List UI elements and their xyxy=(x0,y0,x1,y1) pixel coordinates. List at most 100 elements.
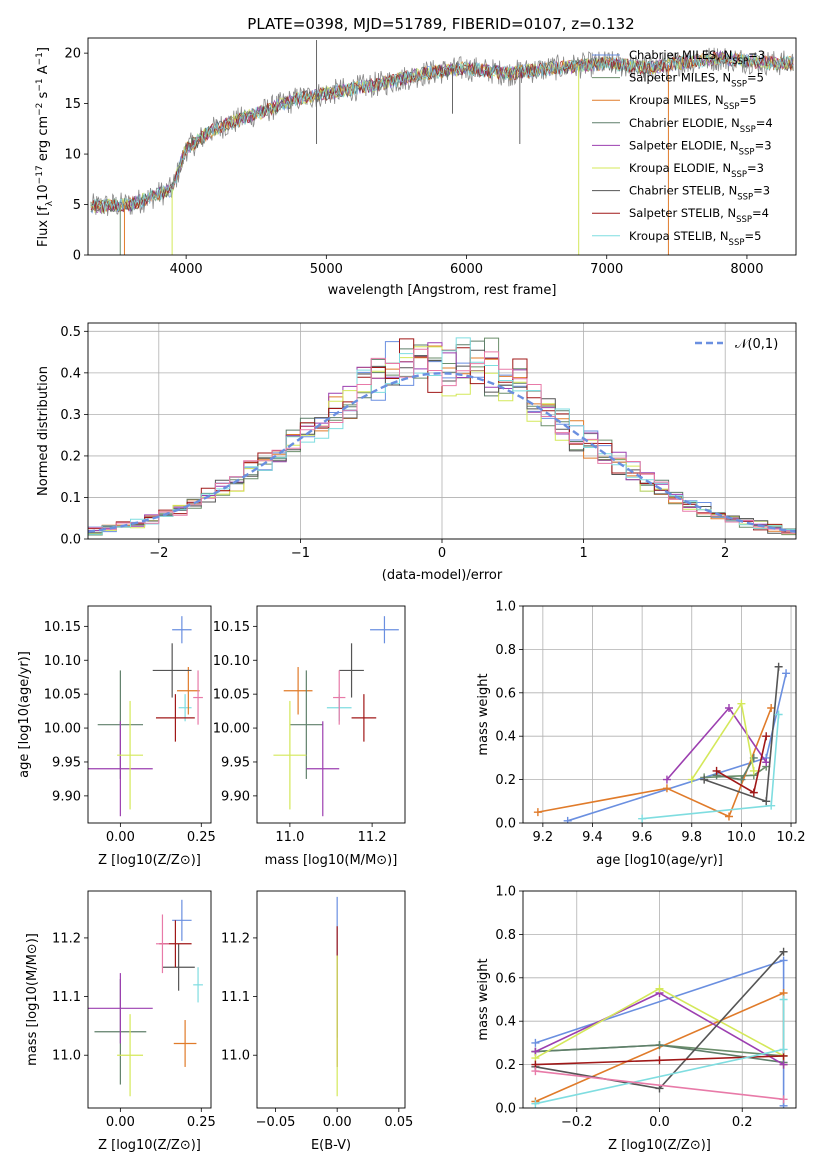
x-axis-label: age [log10(age/yr)] xyxy=(596,853,723,868)
x-tick-label: 0.2 xyxy=(732,1115,753,1130)
x-tick-label: 2 xyxy=(721,546,729,561)
y-tick-label: 15 xyxy=(64,97,81,112)
mass-weight-vs-age-axes: 9.2 9.4 9.6 9.8 10.0 10.2 0.0 0.2 0.4 0.6 0.8 1.0 xyxy=(495,600,805,846)
age-vs-mass-axes: 11.0 11.2 9.90 9.95 10.00 10.05 10.10 10.15 xyxy=(213,620,387,845)
y-tick-label: 0.8 xyxy=(495,928,516,943)
weight-point xyxy=(737,699,746,708)
age-vs-Z-axes: 0.00 0.25 9.90 9.95 10.00 10.05 10.10 10.15 xyxy=(44,620,216,845)
model-spectrum xyxy=(90,52,794,213)
y-tick-label: 0.0 xyxy=(495,817,516,832)
x-axis-label: Z [log10(Z/Z⊙)] xyxy=(98,853,201,868)
x-axis-label: (data-model)/error xyxy=(382,568,503,583)
y-axis-label: mass [log10(M/M⊙)] xyxy=(25,933,40,1066)
y-tick-label: 11.0 xyxy=(52,1049,81,1064)
y-tick-label: 11.2 xyxy=(221,931,250,946)
weight-point xyxy=(531,1099,540,1108)
x-tick-label: 0.25 xyxy=(187,1115,216,1130)
weight-point xyxy=(655,1056,664,1065)
y-tick-label: 10.15 xyxy=(213,620,250,635)
y-tick-label: 9.95 xyxy=(52,755,81,770)
y-tick-label: 0.2 xyxy=(495,773,516,788)
weight-point xyxy=(662,775,671,784)
y-tick-label: 1.0 xyxy=(495,885,516,900)
y-tick-label: 0.4 xyxy=(60,366,81,381)
y-tick-label: 0.8 xyxy=(495,643,516,658)
x-tick-label: 10.2 xyxy=(777,830,806,845)
weight-point xyxy=(531,1067,540,1076)
residuals-frame xyxy=(87,322,797,540)
weight-point xyxy=(655,1041,664,1050)
weight-point xyxy=(662,784,671,793)
weight-point xyxy=(749,766,758,775)
y-tick-label: 10.10 xyxy=(44,654,81,669)
model-spectrum xyxy=(90,51,794,213)
hist-lines xyxy=(88,337,796,536)
weight-point xyxy=(712,766,721,775)
y-tick-label: 0.5 xyxy=(60,325,81,340)
x-tick-label: 9.4 xyxy=(582,830,603,845)
legend-entry: Chabrier STELIB, NSSP=3 xyxy=(629,184,770,203)
legend-entry: Salpeter STELIB, NSSP=4 xyxy=(629,206,769,225)
weight-series xyxy=(567,673,787,822)
y-axis-label: Normed distribution xyxy=(36,366,51,496)
legend-entry: Kroupa STELIB, NSSP=5 xyxy=(629,229,761,248)
x-tick-label: 8000 xyxy=(730,262,763,277)
x-tick-label: 4000 xyxy=(170,262,203,277)
y-tick-label: 0.2 xyxy=(60,449,81,464)
x-axis-label: wavelength [Angstrom, rest frame] xyxy=(328,283,557,298)
mass-weight-vs-Z-frame xyxy=(522,890,797,1109)
x-axis-label: mass [log10(M/M⊙)] xyxy=(265,853,398,868)
x-tick-label: 1 xyxy=(579,546,587,561)
x-tick-label: 0.00 xyxy=(106,830,135,845)
weight-point xyxy=(531,1038,540,1047)
x-tick-label: 0.00 xyxy=(323,1115,352,1130)
mass-weight-vs-Z-lines xyxy=(531,947,788,1108)
weight-point xyxy=(724,812,733,821)
x-tick-label: −2 xyxy=(149,546,168,561)
weight-point xyxy=(774,662,783,671)
y-tick-label: 0.6 xyxy=(495,686,516,701)
x-tick-label: 6000 xyxy=(450,262,483,277)
weight-point xyxy=(737,775,746,784)
weight-point xyxy=(762,758,771,767)
weight-point xyxy=(638,814,647,823)
weight-point xyxy=(779,1045,788,1054)
x-tick-label: 9.2 xyxy=(533,830,554,845)
weight-point xyxy=(563,816,572,823)
weight-point xyxy=(779,956,788,965)
y-tick-label: 10.00 xyxy=(44,722,81,737)
y-tick-label: 0.4 xyxy=(495,1015,516,1030)
mass-weight-vs-age-lines xyxy=(533,662,791,823)
legend-entry: Chabrier ELODIE, NSSP=4 xyxy=(629,116,773,135)
weight-series xyxy=(535,1070,784,1101)
x-tick-label: −1 xyxy=(291,546,310,561)
weight-series xyxy=(537,707,772,818)
x-tick-label: −0.05 xyxy=(256,1115,296,1130)
legend-entry: Kroupa MILES, NSSP=5 xyxy=(629,93,756,112)
y-tick-label: 0.4 xyxy=(495,730,516,745)
mass-vs-EBV-frame xyxy=(256,890,406,1109)
mass-vs-EBV-axes: −0.05 0.00 0.05 11.0 11.1 11.2 xyxy=(221,931,413,1130)
y-axis-label: age [log10(age/yr)] xyxy=(17,651,32,778)
legend-entry: 𝒩(0,1) xyxy=(735,337,778,352)
y-tick-label: 20 xyxy=(64,47,81,62)
y-tick-label: 0.1 xyxy=(60,491,81,506)
y-axis-label: mass weight xyxy=(476,958,491,1040)
age-vs-Z-points xyxy=(88,616,203,817)
y-tick-label: 11.0 xyxy=(221,1049,250,1064)
y-axis-label: mass weight xyxy=(476,673,491,755)
y-tick-label: 9.90 xyxy=(52,789,81,804)
x-tick-label: 9.6 xyxy=(632,830,653,845)
x-tick-label: 0.00 xyxy=(106,1115,135,1130)
y-tick-label: 11.1 xyxy=(221,990,250,1005)
y-tick-label: 10.05 xyxy=(213,688,250,703)
x-tick-label: 10.0 xyxy=(727,830,756,845)
spectrum-frame xyxy=(87,37,797,256)
weight-point xyxy=(749,788,758,797)
weight-point xyxy=(655,984,664,993)
spectrum-lines xyxy=(90,40,794,255)
weight-point xyxy=(779,1095,788,1104)
weight-point xyxy=(767,703,776,712)
